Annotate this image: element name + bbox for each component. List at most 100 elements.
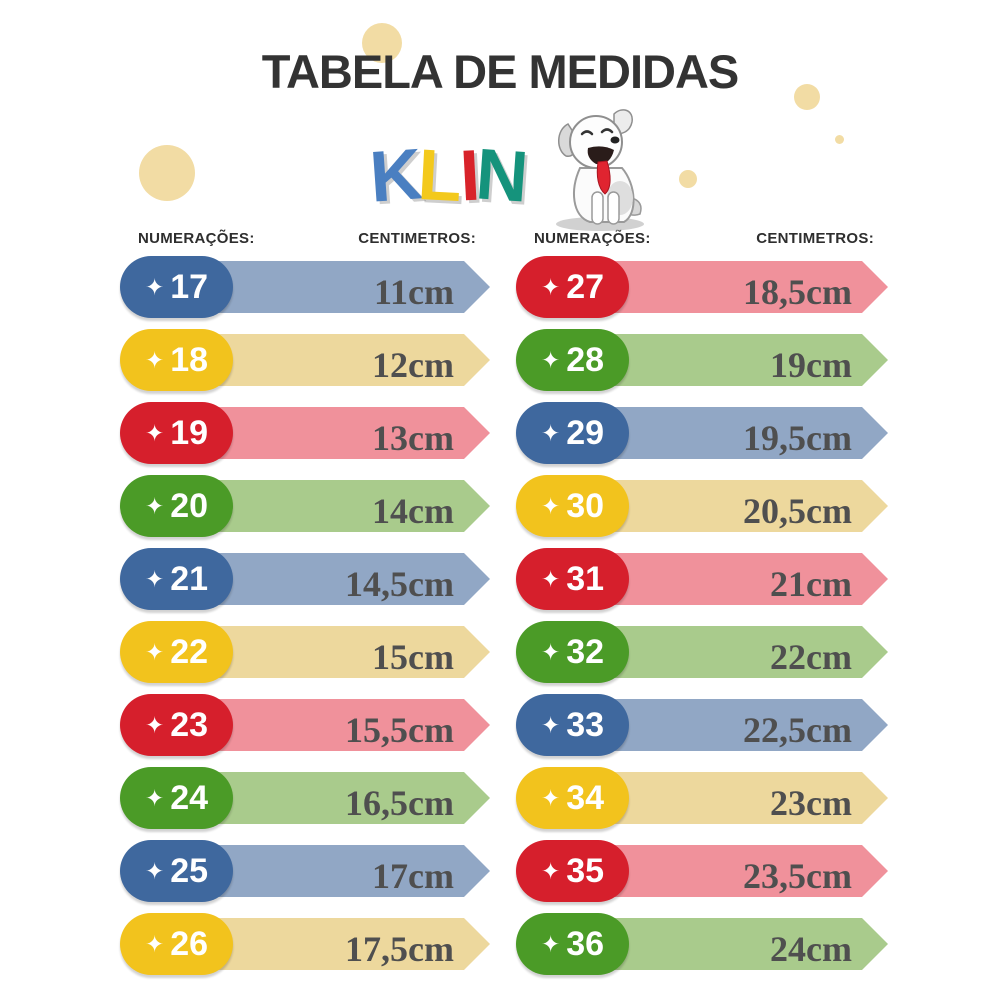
size-pill: ✦ 17 xyxy=(120,256,233,318)
centimetros-header: CENTIMETROS: xyxy=(756,230,874,247)
size-row: 19cm ✦ 28 xyxy=(516,329,888,391)
size-banner-arrow: 23,5cm xyxy=(572,845,888,897)
size-table-left-column: NUMERAÇÕES: CENTIMETROS: 11cm ✦ 17 12cm … xyxy=(120,230,490,975)
brand-letter-n: N xyxy=(473,134,531,218)
size-pill: ✦ 18 xyxy=(120,329,233,391)
size-pill: ✦ 33 xyxy=(516,694,629,756)
size-banner-arrow: 19cm xyxy=(572,334,888,386)
size-row: 21cm ✦ 31 xyxy=(516,548,888,610)
size-number: 28 xyxy=(566,341,605,379)
star-icon: ✦ xyxy=(144,565,165,592)
centimetros-header: CENTIMETROS: xyxy=(358,230,476,247)
size-row: 15cm ✦ 22 xyxy=(120,621,490,683)
cm-value: 23,5cm xyxy=(743,856,852,896)
star-icon: ✦ xyxy=(540,419,561,446)
size-number: 29 xyxy=(566,414,605,452)
star-icon: ✦ xyxy=(540,784,561,811)
size-row: 20,5cm ✦ 30 xyxy=(516,475,888,537)
decor-dot xyxy=(362,23,402,63)
size-pill: ✦ 31 xyxy=(516,548,629,610)
size-number: 23 xyxy=(170,706,209,744)
size-number: 19 xyxy=(170,414,209,452)
size-number: 22 xyxy=(170,633,209,671)
cm-value: 20,5cm xyxy=(743,491,852,531)
size-pill: ✦ 22 xyxy=(120,621,233,683)
cm-value: 22cm xyxy=(770,637,852,677)
size-row: 22,5cm ✦ 33 xyxy=(516,694,888,756)
star-icon: ✦ xyxy=(144,711,165,738)
size-pill: ✦ 25 xyxy=(120,840,233,902)
star-icon: ✦ xyxy=(540,638,561,665)
size-row: 11cm ✦ 17 xyxy=(120,256,490,318)
cm-value: 24cm xyxy=(770,929,852,969)
star-icon: ✦ xyxy=(540,857,561,884)
size-pill: ✦ 24 xyxy=(120,767,233,829)
size-number: 30 xyxy=(566,487,605,525)
star-icon: ✦ xyxy=(540,492,561,519)
star-icon: ✦ xyxy=(144,273,165,300)
size-number: 27 xyxy=(566,268,605,306)
column-headers: NUMERAÇÕES: CENTIMETROS: xyxy=(516,230,888,256)
cm-value: 23cm xyxy=(770,783,852,823)
size-row: 14cm ✦ 20 xyxy=(120,475,490,537)
cm-value: 21cm xyxy=(770,564,852,604)
dog-mascot-icon xyxy=(556,109,644,231)
rows-container: 18,5cm ✦ 27 19cm ✦ 28 19,5cm ✦ 29 20,5cm… xyxy=(516,256,888,975)
cm-value: 17,5cm xyxy=(345,929,454,969)
size-row: 17,5cm ✦ 26 xyxy=(120,913,490,975)
size-number: 35 xyxy=(566,852,605,890)
star-icon: ✦ xyxy=(144,857,165,884)
size-row: 23,5cm ✦ 35 xyxy=(516,840,888,902)
size-number: 31 xyxy=(566,560,605,598)
size-number: 36 xyxy=(566,925,605,963)
size-number: 26 xyxy=(170,925,209,963)
decor-dot xyxy=(794,84,820,110)
size-row: 14,5cm ✦ 21 xyxy=(120,548,490,610)
size-number: 20 xyxy=(170,487,209,525)
size-pill: ✦ 36 xyxy=(516,913,629,975)
column-headers: NUMERAÇÕES: CENTIMETROS: xyxy=(120,230,490,256)
cm-value: 19,5cm xyxy=(743,418,852,458)
decor-dot xyxy=(139,145,195,201)
star-icon: ✦ xyxy=(144,784,165,811)
brand-logo: K L I N xyxy=(367,109,670,232)
size-number: 32 xyxy=(566,633,605,671)
cm-value: 15,5cm xyxy=(345,710,454,750)
decor-dot xyxy=(835,135,844,144)
star-icon: ✦ xyxy=(540,346,561,373)
star-icon: ✦ xyxy=(144,638,165,665)
size-pill: ✦ 20 xyxy=(120,475,233,537)
brand-letter-l: L xyxy=(415,134,465,218)
page-title: TABELA DE MEDIDAS xyxy=(261,45,740,98)
cm-value: 18,5cm xyxy=(743,272,852,312)
cm-value: 22,5cm xyxy=(743,710,852,750)
star-icon: ✦ xyxy=(144,930,165,957)
size-pill: ✦ 29 xyxy=(516,402,629,464)
size-table-right-column: NUMERAÇÕES: CENTIMETROS: 18,5cm ✦ 27 19c… xyxy=(516,230,888,975)
size-row: 19,5cm ✦ 29 xyxy=(516,402,888,464)
size-pill: ✦ 34 xyxy=(516,767,629,829)
size-row: 22cm ✦ 32 xyxy=(516,621,888,683)
star-icon: ✦ xyxy=(540,930,561,957)
size-row: 17cm ✦ 25 xyxy=(120,840,490,902)
size-row: 18,5cm ✦ 27 xyxy=(516,256,888,318)
rows-container: 11cm ✦ 17 12cm ✦ 18 13cm ✦ 19 14cm ✦ 20 xyxy=(120,256,490,975)
star-icon: ✦ xyxy=(144,492,165,519)
size-row: 16,5cm ✦ 24 xyxy=(120,767,490,829)
star-icon: ✦ xyxy=(540,273,561,300)
size-number: 33 xyxy=(566,706,605,744)
size-number: 25 xyxy=(170,852,209,890)
size-row: 12cm ✦ 18 xyxy=(120,329,490,391)
size-number: 24 xyxy=(170,779,209,817)
size-pill: ✦ 27 xyxy=(516,256,629,318)
star-icon: ✦ xyxy=(540,711,561,738)
size-row: 15,5cm ✦ 23 xyxy=(120,694,490,756)
size-pill: ✦ 30 xyxy=(516,475,629,537)
size-pill: ✦ 23 xyxy=(120,694,233,756)
size-number: 17 xyxy=(170,268,209,306)
star-icon: ✦ xyxy=(144,346,165,373)
size-number: 18 xyxy=(170,341,209,379)
numeracoes-header: NUMERAÇÕES: xyxy=(534,230,651,247)
cm-value: 12cm xyxy=(372,345,454,385)
